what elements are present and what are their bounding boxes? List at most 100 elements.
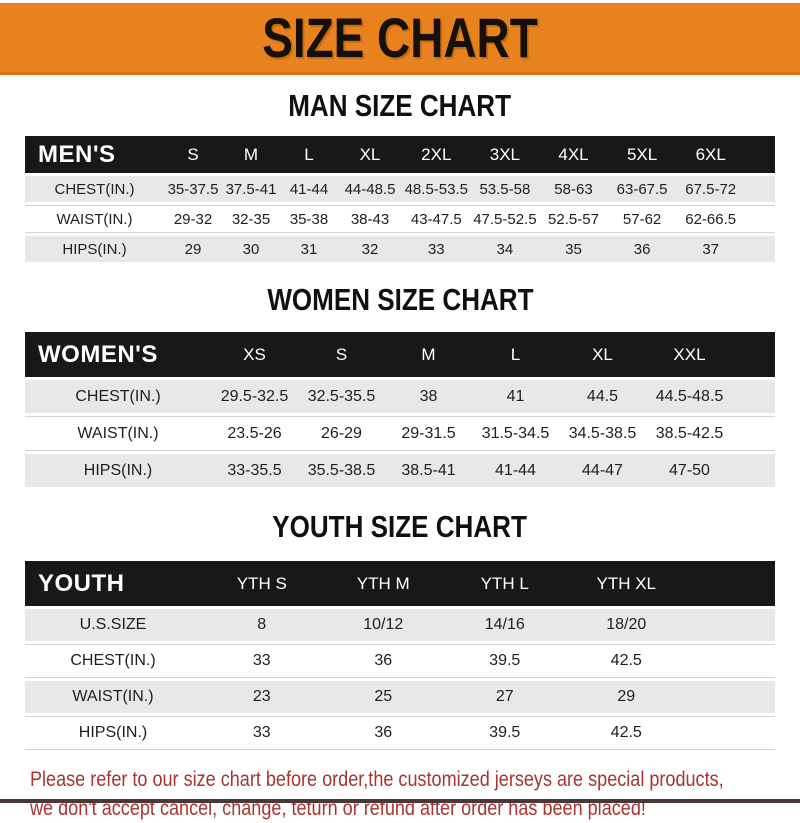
women-section-heading-text: WOMEN SIZE CHART [266, 282, 534, 317]
size-chart-banner: SIZE CHART [0, 3, 800, 75]
spacer-cell [733, 332, 775, 377]
size-value-cell: 44.5-48.5 [655, 387, 724, 405]
size-value-cell: 29-31.5 [385, 416, 472, 451]
table-row: U.S.SIZE 8 10/12 14/16 18/20 [25, 609, 775, 641]
size-value-cell: 36 [633, 240, 651, 258]
men-size-section: MAN SIZE CHART MEN'S S M L XL 2XL 3XL 4XL 5XL 6XL… [0, 89, 800, 265]
row-label: HIPS(IN.) [83, 461, 153, 479]
size-column-header: 4XL [539, 136, 608, 173]
size-value-cell: 23 [252, 688, 271, 705]
size-column-header: YTH M [322, 561, 444, 606]
size-value-cell: 38 [419, 387, 438, 405]
youth-size-section: YOUTH SIZE CHART YOUTH YTH S YTH M YTH L YTH… [0, 510, 800, 753]
size-value-cell: 32.5-35.5 [307, 387, 376, 405]
size-column-header: 2XL [402, 136, 471, 173]
disclaimer-line-1: Please refer to our size chart before or… [30, 768, 724, 791]
table-row: CHEST(IN.) 35-37.5 37.5-41 41-44 44-48.5 48.5… [25, 176, 775, 202]
spacer-cell [745, 236, 775, 262]
size-value-cell: 29-32 [164, 205, 222, 233]
size-value-cell: 32-35 [222, 205, 280, 233]
size-column-header: YTH L [444, 561, 566, 606]
size-value-cell: 53.5-58 [479, 180, 531, 198]
size-value-cell: 37 [702, 240, 720, 258]
size-column-header: L [472, 332, 559, 377]
spacer-cell [733, 380, 775, 413]
youth-section-heading: YOUTH SIZE CHART [0, 510, 800, 544]
women-section-heading: WOMEN SIZE CHART [0, 283, 800, 317]
youth-size-table: YOUTH YTH S YTH M YTH L YTH XL U.S.SIZE 8 10/12… [25, 558, 775, 753]
spacer-cell [687, 716, 775, 750]
size-value-cell: 37.5-41 [225, 180, 277, 198]
size-value-cell: 38-43 [338, 205, 402, 233]
size-column-header: YTH S [201, 561, 323, 606]
table-header-row: YOUTH YTH S YTH M YTH L YTH XL [25, 561, 775, 606]
table-row: WAIST(IN.) 23 25 27 29 [25, 681, 775, 713]
size-value-cell: 36 [322, 716, 444, 750]
size-column-header: YTH XL [565, 561, 687, 606]
size-value-cell: 25 [374, 688, 393, 705]
size-value-cell: 29.5-32.5 [220, 387, 289, 405]
spacer-cell [745, 176, 775, 202]
banner-title: SIZE CHART [262, 5, 538, 69]
size-value-cell: 41-44 [495, 461, 536, 479]
women-size-table: WOMEN'S XS S M L XL XXL CHEST(IN.) 29.5-32.5 32.5… [25, 329, 775, 490]
size-column-header: XL [559, 332, 646, 377]
size-value-cell: 10/12 [363, 616, 404, 633]
size-value-cell: 31 [300, 240, 318, 258]
table-header-row: WOMEN'S XS S M L XL XXL [25, 332, 775, 377]
size-value-cell: 57-62 [607, 205, 677, 233]
size-value-cell: 31.5-34.5 [472, 416, 559, 451]
table-row: HIPS(IN.) 33 36 39.5 42.5 [25, 716, 775, 750]
size-value-cell: 34 [496, 240, 514, 258]
size-value-cell: 23.5-26 [211, 416, 298, 451]
size-value-cell: 67.5-72 [685, 180, 737, 198]
table-corner-label: MEN'S [25, 136, 164, 173]
size-value-cell: 44-48.5 [344, 180, 396, 198]
size-value-cell: 47.5-52.5 [470, 205, 540, 233]
youth-section-heading-text: YOUTH SIZE CHART [272, 509, 528, 544]
size-value-cell: 29 [617, 688, 636, 705]
spacer-cell [687, 644, 775, 678]
size-column-header: S [164, 136, 222, 173]
size-value-cell: 34.5-38.5 [559, 416, 646, 451]
size-value-cell: 42.5 [565, 644, 687, 678]
size-value-cell: 27 [495, 688, 514, 705]
size-value-cell: 33 [201, 644, 323, 678]
size-value-cell: 41-44 [289, 180, 329, 198]
size-value-cell: 43-47.5 [402, 205, 471, 233]
table-row: CHEST(IN.) 33 36 39.5 42.5 [25, 644, 775, 678]
table-corner-label: YOUTH [25, 561, 201, 606]
size-value-cell: 44-47 [582, 461, 623, 479]
size-value-cell: 39.5 [444, 644, 566, 678]
row-label: CHEST(IN.) [75, 387, 161, 405]
size-column-header: 6XL [676, 136, 745, 173]
size-value-cell: 35-38 [280, 205, 338, 233]
men-section-heading: MAN SIZE CHART [0, 89, 800, 123]
size-value-cell: 30 [242, 240, 260, 258]
size-value-cell: 38.5-41 [401, 461, 456, 479]
size-value-cell: 58-63 [554, 180, 593, 198]
spacer-cell [733, 416, 775, 451]
size-value-cell: 44.5 [586, 387, 619, 405]
size-value-cell: 8 [257, 616, 267, 633]
spacer-cell [733, 454, 775, 487]
row-label: WAIST(IN.) [25, 205, 164, 233]
row-label: CHEST(IN.) [25, 644, 201, 678]
table-row: WAIST(IN.) 29-32 32-35 35-38 38-43 43-47.5 47.… [25, 205, 775, 233]
size-value-cell: 39.5 [444, 716, 566, 750]
table-row: HIPS(IN.) 29 30 31 32 33 34 35 36 37 [25, 236, 775, 262]
spacer-cell [745, 136, 775, 173]
size-value-cell: 63-67.5 [616, 180, 668, 198]
size-column-header: XL [338, 136, 402, 173]
row-label: HIPS(IN.) [62, 240, 127, 258]
size-value-cell: 38.5-42.5 [646, 416, 733, 451]
size-value-cell: 18/20 [606, 616, 647, 633]
row-label: WAIST(IN.) [72, 688, 154, 705]
size-column-header: 5XL [607, 136, 677, 173]
table-header-row: MEN'S S M L XL 2XL 3XL 4XL 5XL 6XL [25, 136, 775, 173]
size-value-cell: 29 [184, 240, 202, 258]
size-column-header: XS [211, 332, 298, 377]
size-value-cell: 35-37.5 [167, 180, 219, 198]
size-value-cell: 62-66.5 [676, 205, 745, 233]
size-value-cell: 32 [361, 240, 379, 258]
